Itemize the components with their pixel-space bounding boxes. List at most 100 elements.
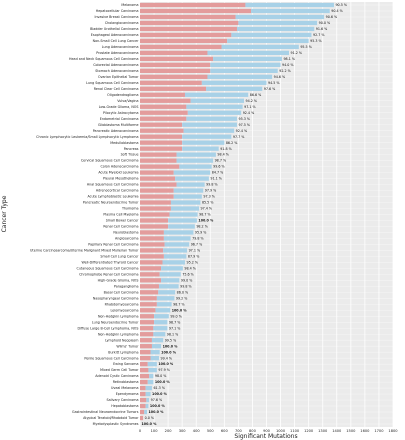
- bar-segment-primary: [140, 314, 155, 319]
- bar-segment-secondary: [150, 350, 160, 355]
- data-label: 100.0 %: [158, 362, 174, 366]
- bar-segment-primary: [140, 236, 164, 241]
- bar-segment-secondary: [145, 385, 152, 391]
- data-label: 100.0 %: [198, 219, 214, 223]
- bar-segment-primary: [140, 128, 184, 133]
- bar-segment-primary: [140, 302, 157, 307]
- data-label: 95.3 %: [310, 39, 322, 43]
- bar-segment-primary: [140, 164, 180, 169]
- category-label: Medulloblastoma: [110, 141, 138, 145]
- bar-segment-primary: [140, 338, 152, 343]
- category-label: Wilms' Tumor: [116, 344, 139, 348]
- bar-segment-secondary: [186, 104, 243, 109]
- bar-segment-primary: [140, 98, 191, 103]
- category-label: Cutaneous Squamous Cell Carcinoma: [77, 266, 139, 270]
- bar-segment-secondary: [145, 403, 149, 409]
- bar-segment-secondary: [151, 338, 164, 343]
- category-label: Pilocytic Astrocytoma: [103, 111, 138, 115]
- bar-segment-secondary: [210, 62, 281, 68]
- data-label: 95.9 %: [195, 231, 207, 235]
- category-label: Non-Small Cell Lung Cancer: [93, 39, 140, 43]
- data-label: 86.6 %: [250, 93, 262, 97]
- data-label: 98.1 %: [167, 332, 179, 336]
- data-label: 98.7 %: [199, 213, 211, 217]
- data-label: 98.1 %: [283, 57, 295, 61]
- category-label: Glioblastoma Multiforme: [98, 123, 139, 127]
- bar-segment-secondary: [213, 56, 282, 62]
- bar-segment-secondary: [161, 278, 180, 283]
- bar-segment-secondary: [168, 218, 197, 223]
- category-label: Lung Neuroendocrine Tumor: [92, 320, 139, 324]
- bar-segment-secondary: [156, 302, 172, 307]
- data-label: 94.2 %: [246, 99, 258, 103]
- bar-segment-secondary: [206, 86, 263, 91]
- bar-segment-primary: [140, 74, 208, 79]
- bar-segment-secondary: [173, 188, 204, 193]
- x-tick-label: 700: [235, 429, 243, 433]
- bar-segment-secondary: [170, 206, 200, 211]
- bar-segment-primary: [140, 272, 160, 277]
- bar-segment-primary: [140, 242, 165, 247]
- bar-segment-primary: [140, 68, 211, 73]
- category-label: Anal Squamous Cell Carcinoma: [87, 183, 139, 187]
- bars: [140, 2, 334, 421]
- category-label: Chromophobe Renal Cell Carcinoma: [79, 272, 138, 276]
- bar-segment-secondary: [186, 116, 237, 121]
- category-label: Small Bowel Cancer: [106, 219, 139, 223]
- data-label: 91.6 %: [316, 27, 328, 31]
- category-label: Pancreas: [124, 147, 139, 151]
- bar-segment-primary: [140, 379, 148, 385]
- category-label: Head and Neck Squamous Cell Carcinoma: [69, 57, 138, 61]
- bar-segment-primary: [140, 56, 214, 62]
- category-label: Chronic Lymphocytic Leukemia/Small Lymph…: [36, 135, 138, 139]
- category-label: Low-Grade Glioma, NOS: [99, 105, 139, 109]
- bar-segment-secondary: [150, 356, 159, 361]
- bar-segment-secondary: [162, 260, 185, 265]
- bar-segment-secondary: [173, 194, 202, 199]
- category-label: Lymphoid Neoplasm: [105, 338, 138, 342]
- bar-segment-secondary: [190, 98, 245, 103]
- bar-segment-primary: [140, 344, 152, 349]
- data-label: 97.7 %: [233, 135, 245, 139]
- data-label: 94.0 %: [282, 63, 294, 67]
- category-label: Rhabdomyosarcoma: [105, 302, 139, 306]
- bar-segment-primary: [140, 385, 146, 391]
- bar-segment-primary: [140, 260, 163, 265]
- data-label: 97.1 %: [189, 249, 201, 253]
- bar-segment-secondary: [164, 242, 190, 247]
- bar-segment-secondary: [145, 391, 151, 397]
- category-label: Invasive Breast Carcinoma: [94, 15, 138, 19]
- data-label: 61.3 %: [153, 386, 165, 390]
- bar-segment-secondary: [147, 379, 154, 385]
- data-label: 98.4 %: [184, 266, 196, 270]
- bar-segment-secondary: [227, 38, 309, 44]
- category-label: Salivary Carcinoma: [107, 398, 139, 402]
- bar-segment-primary: [140, 44, 222, 50]
- category-label: Bladder Urothelial Carcinoma: [90, 27, 138, 31]
- data-label: 90.0 %: [319, 21, 331, 25]
- bar-segment-primary: [140, 20, 239, 26]
- category-label: Papillary Renal Cell Carcinoma: [88, 243, 138, 247]
- category-label: Thymoma: [121, 207, 139, 211]
- bar-segment-secondary: [251, 8, 330, 14]
- bar-segment-secondary: [151, 344, 162, 349]
- category-label: Neuroblastoma: [113, 231, 138, 235]
- data-label: 99.0 %: [170, 314, 182, 318]
- category-label: Myelodysplastic Syndromes: [93, 422, 139, 426]
- bar-segment-secondary: [158, 290, 176, 295]
- bar-segment-secondary: [169, 212, 198, 217]
- bar-segment-secondary: [183, 128, 235, 133]
- category-label: Esophageal Adenocarcinoma: [91, 33, 139, 37]
- bar-segment-primary: [140, 403, 146, 409]
- x-axis-label: Significant Mutations: [234, 433, 297, 440]
- category-label: Oligodendroglioma: [107, 93, 138, 97]
- data-label: 100.0 %: [142, 422, 158, 426]
- x-tick-label: 1100: [290, 429, 300, 433]
- bar-segment-primary: [140, 284, 159, 289]
- x-tick-label: 300: [179, 429, 187, 433]
- bar-segment-secondary: [235, 14, 325, 20]
- data-label: 86.0 %: [177, 290, 189, 294]
- data-label: 95.2 %: [186, 260, 198, 264]
- category-label: Basal Cell Carcinoma: [104, 290, 139, 294]
- category-label: Paraganglioma: [114, 284, 139, 288]
